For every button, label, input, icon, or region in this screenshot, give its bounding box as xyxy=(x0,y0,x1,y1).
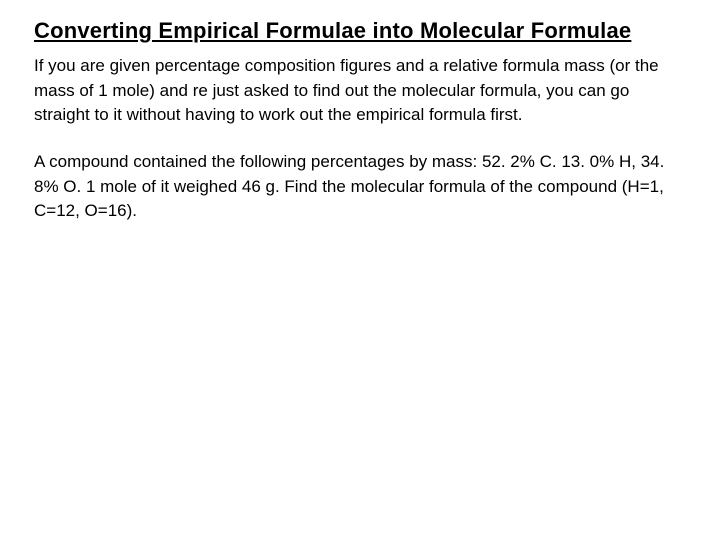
intro-paragraph: If you are given percentage composition … xyxy=(34,54,686,128)
page-title: Converting Empirical Formulae into Molec… xyxy=(34,18,686,44)
problem-paragraph: A compound contained the following perce… xyxy=(34,150,686,224)
